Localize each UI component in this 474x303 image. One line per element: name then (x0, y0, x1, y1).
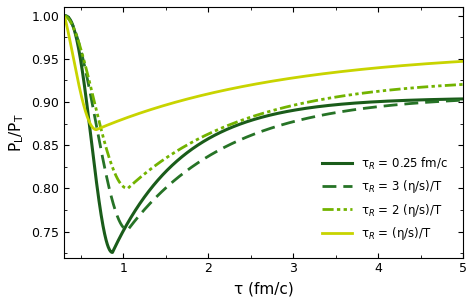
Line: τ$_R$ = (η/s)/T: τ$_R$ = (η/s)/T (65, 18, 463, 130)
τ$_R$ = (η/s)/T (93, 128, 99, 132)
τ$_R$ = 2 (η/s)/T (62, 14, 68, 18)
Line: τ$_R$ = 3 (η/s)/T: τ$_R$ = 3 (η/s)/T (65, 16, 463, 230)
τ$_R$ = 3 (η/s)/T (410, 102, 415, 105)
τ$_R$ = 2 (η/s)/T (232, 121, 238, 125)
τ$_R$ = 2 (η/s)/T (460, 83, 466, 86)
τ$_R$ = 3 (η/s)/T (62, 14, 68, 18)
τ$_R$ = (η/s)/T (62, 16, 68, 20)
τ$_R$ = 2 (η/s)/T (108, 159, 113, 163)
τ$_R$ = (η/s)/T (232, 86, 238, 90)
τ$_R$ = 0.25 fm/c (460, 97, 466, 101)
τ$_R$ = 0.25 fm/c (131, 211, 137, 214)
τ$_R$ = 3 (η/s)/T (108, 191, 113, 195)
τ$_R$ = 0.25 fm/c (108, 249, 113, 253)
τ$_R$ = 3 (η/s)/T (215, 149, 220, 153)
τ$_R$ = (η/s)/T (131, 113, 137, 117)
τ$_R$ = 0.25 fm/c (62, 14, 68, 18)
τ$_R$ = (η/s)/T (460, 59, 466, 63)
τ$_R$ = 0.25 fm/c (215, 132, 220, 135)
τ$_R$ = (η/s)/T (453, 60, 458, 64)
τ$_R$ = 0.25 fm/c (232, 124, 238, 128)
τ$_R$ = 2 (η/s)/T (215, 128, 220, 132)
Line: τ$_R$ = 0.25 fm/c: τ$_R$ = 0.25 fm/c (65, 16, 463, 252)
τ$_R$ = 3 (η/s)/T (232, 140, 238, 144)
τ$_R$ = (η/s)/T (108, 122, 113, 126)
τ$_R$ = 0.25 fm/c (109, 251, 115, 254)
τ$_R$ = 3 (η/s)/T (460, 98, 466, 102)
τ$_R$ = 3 (η/s)/T (131, 220, 137, 224)
τ$_R$ = 0.25 fm/c (453, 97, 458, 101)
Legend: τ$_R$ = 0.25 fm/c, τ$_R$ = 3 (η/s)/T, τ$_R$ = 2 (η/s)/T, τ$_R$ = (η/s)/T: τ$_R$ = 0.25 fm/c, τ$_R$ = 3 (η/s)/T, τ$… (318, 151, 453, 247)
τ$_R$ = 2 (η/s)/T (410, 86, 415, 90)
τ$_R$ = 2 (η/s)/T (453, 83, 458, 87)
τ$_R$ = (η/s)/T (215, 90, 220, 94)
τ$_R$ = (η/s)/T (410, 63, 415, 67)
τ$_R$ = 0.25 fm/c (410, 98, 415, 102)
τ$_R$ = 3 (η/s)/T (125, 228, 130, 232)
τ$_R$ = 2 (η/s)/T (131, 181, 137, 185)
Y-axis label: P$_\mathrm{L}$/P$_\mathrm{T}$: P$_\mathrm{L}$/P$_\mathrm{T}$ (7, 113, 26, 152)
τ$_R$ = 2 (η/s)/T (125, 187, 130, 190)
τ$_R$ = 3 (η/s)/T (453, 99, 458, 102)
X-axis label: τ (fm/c): τ (fm/c) (234, 281, 293, 296)
Line: τ$_R$ = 2 (η/s)/T: τ$_R$ = 2 (η/s)/T (65, 16, 463, 188)
